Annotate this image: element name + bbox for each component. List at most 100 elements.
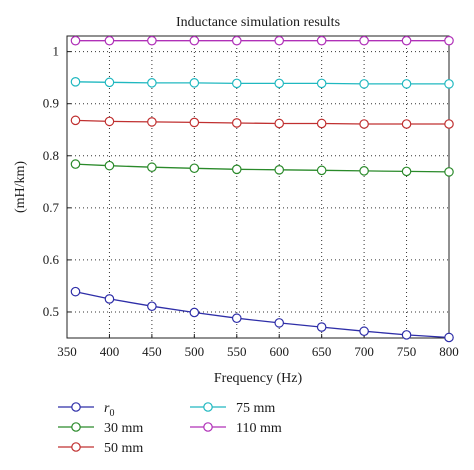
legend: r0 30 mm 50 mm 75 mm 110 mm (58, 401, 282, 456)
series-layer (70, 35, 454, 343)
data-point (189, 117, 200, 128)
series-group (70, 286, 454, 343)
data-point (70, 159, 81, 169)
data-point (274, 78, 285, 89)
x-tick-label: 800 (439, 344, 459, 359)
legend-marker (71, 422, 81, 432)
series-line (75, 163, 450, 173)
legend-item: 30 mm (58, 421, 143, 436)
x-tick-label: 400 (100, 344, 120, 359)
x-tick-label: 650 (312, 344, 332, 359)
data-point (359, 166, 369, 176)
y-axis-label: (mH/km) (13, 161, 28, 213)
data-point (147, 78, 157, 88)
data-point (147, 117, 157, 127)
series-line (75, 81, 449, 85)
y-tick-label: 0.8 (43, 148, 59, 163)
legend-item: 50 mm (58, 441, 143, 456)
data-point (189, 307, 200, 318)
legend-label: r0 (104, 401, 114, 419)
data-point (444, 79, 454, 89)
legend-marker (71, 442, 81, 452)
y-tick-label: 0.6 (43, 252, 60, 267)
series-group (70, 35, 454, 46)
data-point (189, 163, 200, 174)
data-point (316, 118, 327, 129)
data-point (104, 294, 115, 304)
data-point (359, 119, 369, 129)
y-tick-label: 0.9 (43, 96, 59, 111)
series-line (75, 291, 450, 339)
legend-label: 75 mm (236, 401, 275, 416)
data-point (444, 119, 454, 129)
y-tick-label: 1 (53, 44, 60, 59)
legend-item: r0 (58, 401, 114, 419)
legend-marker (203, 422, 213, 432)
x-tick-label: 350 (57, 344, 77, 359)
plot-frame (66, 35, 450, 339)
series-group (70, 159, 454, 177)
data-point (401, 79, 412, 89)
data-point (70, 286, 81, 297)
data-point (359, 326, 369, 337)
series-group (70, 115, 454, 129)
data-point (274, 118, 285, 129)
data-point (274, 318, 285, 328)
x-tick-label: 450 (142, 344, 162, 359)
data-point (359, 35, 369, 46)
data-point (70, 115, 81, 126)
data-point (401, 119, 412, 129)
data-point (316, 165, 327, 176)
x-tick-label: 500 (185, 344, 205, 359)
legend-item: 110 mm (190, 421, 282, 436)
data-point (444, 167, 454, 177)
x-tick-label: 700 (354, 344, 374, 359)
data-point (147, 301, 157, 312)
legend-label: 110 mm (236, 421, 282, 436)
data-point (231, 35, 242, 46)
data-point (401, 330, 412, 340)
data-point (104, 77, 115, 88)
x-tick-label: 750 (397, 344, 417, 359)
data-point (147, 162, 157, 173)
data-point (444, 35, 454, 46)
y-tick-label: 0.5 (43, 304, 59, 319)
x-tick-label: 600 (269, 344, 289, 359)
data-point (401, 35, 412, 46)
data-point (274, 165, 285, 175)
data-point (401, 166, 412, 177)
x-axis-label: Frequency (Hz) (214, 371, 303, 386)
data-point (359, 79, 369, 89)
grid-lines (67, 36, 449, 338)
data-point (104, 116, 115, 127)
data-point (189, 35, 200, 46)
legend-label: 30 mm (104, 421, 143, 436)
data-point (231, 313, 242, 324)
data-point (70, 77, 81, 87)
axis-ticks: 350 400 450 500 550 600 650 700 750 800 0.5 0.6 0.7 0… (43, 44, 459, 359)
y-tick-label: 0.7 (43, 200, 60, 215)
legend-label-main: r (104, 401, 110, 416)
data-point (316, 78, 327, 89)
legend-label: 50 mm (104, 441, 143, 456)
legend-marker (71, 402, 81, 412)
x-tick-label: 550 (227, 344, 247, 359)
data-point (104, 160, 115, 171)
data-point (316, 322, 327, 332)
data-point (231, 118, 242, 128)
data-point (231, 78, 242, 89)
legend-label-subscript: 0 (109, 408, 114, 419)
legend-item: 75 mm (190, 401, 275, 416)
series-line (75, 119, 449, 125)
data-point (104, 35, 115, 46)
data-point (70, 35, 81, 46)
legend-marker (203, 402, 213, 412)
data-point (274, 35, 285, 46)
data-point (444, 332, 454, 343)
data-point (231, 164, 242, 175)
data-point (189, 78, 200, 88)
data-point (147, 35, 157, 46)
data-point (316, 35, 327, 46)
chart-title: Inductance simulation results (176, 15, 340, 30)
